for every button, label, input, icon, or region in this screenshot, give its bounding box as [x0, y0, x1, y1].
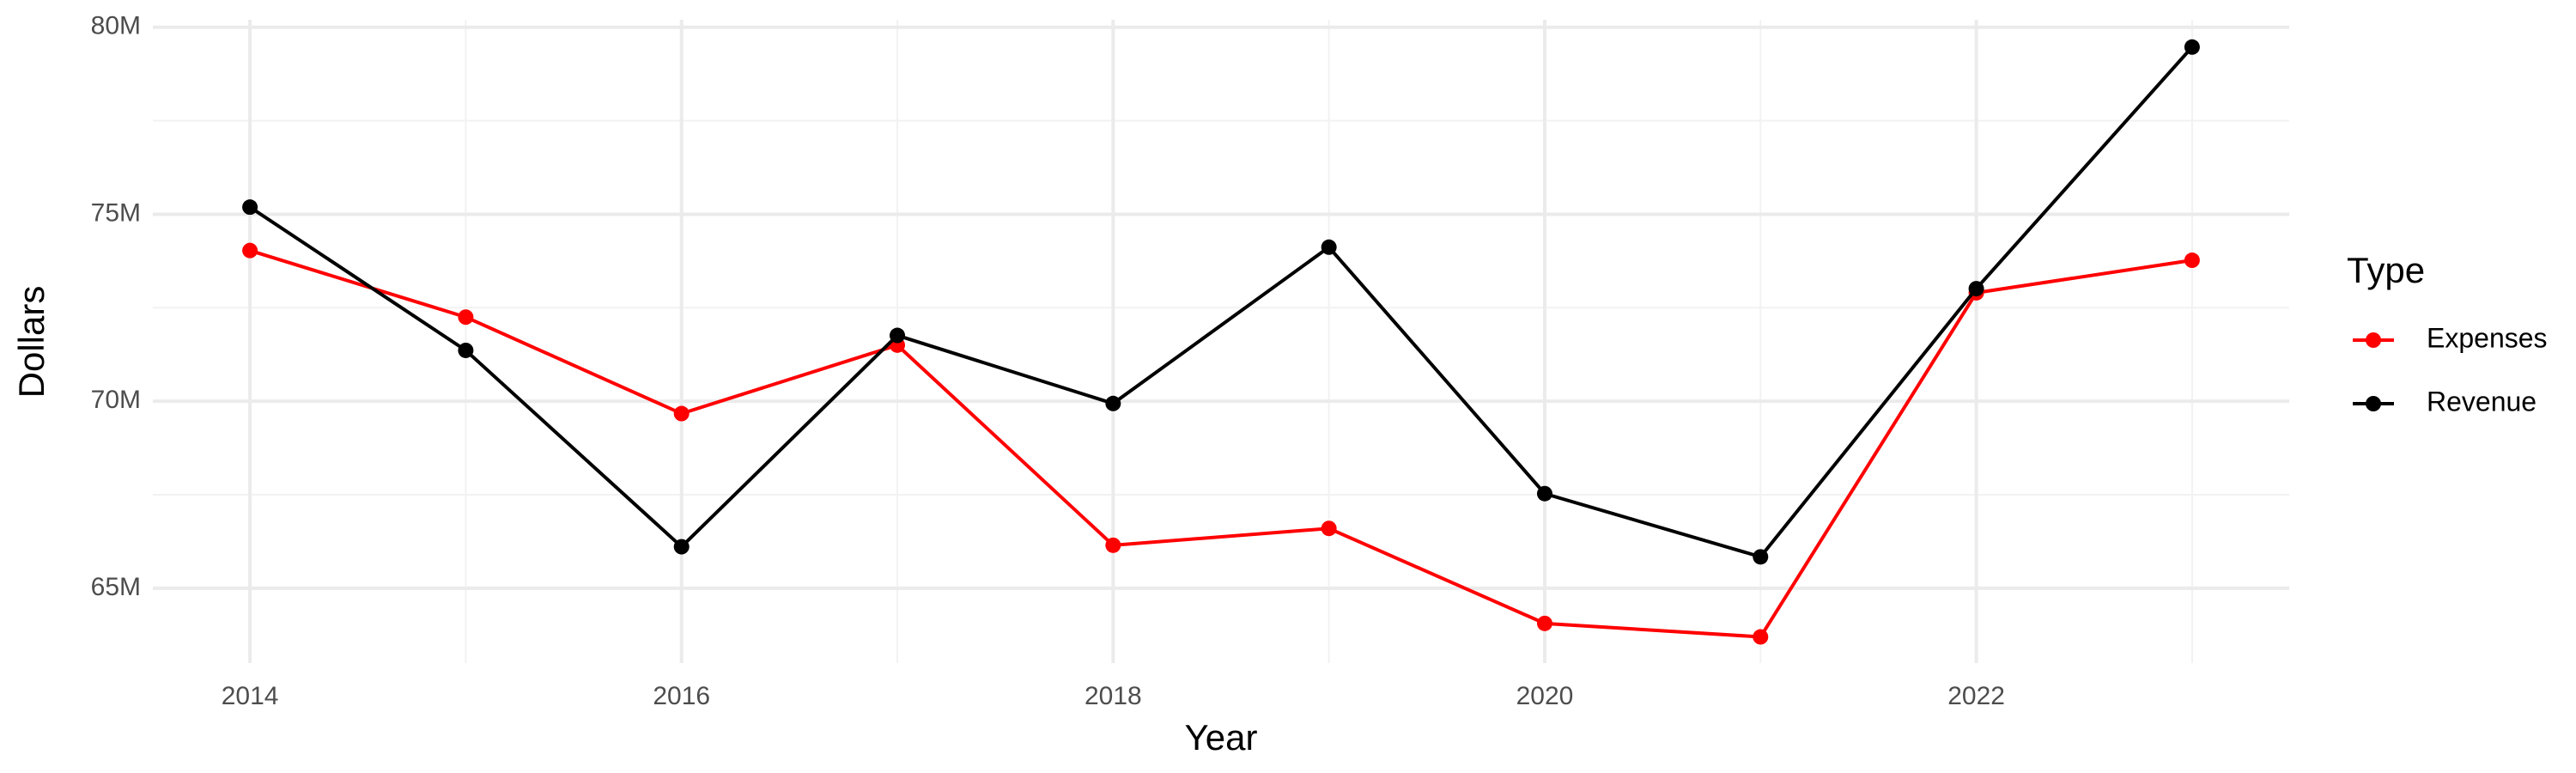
- data-point: [890, 327, 906, 344]
- data-point: [1536, 485, 1552, 502]
- data-point: [242, 199, 258, 216]
- x-tick-label: 2014: [222, 682, 279, 710]
- y-tick-label: 65M: [91, 573, 141, 601]
- y-tick-label: 80M: [91, 12, 141, 40]
- data-point: [1321, 239, 1337, 255]
- y-axis-title: Dollars: [11, 286, 52, 399]
- data-point: [242, 242, 258, 259]
- x-axis-title: Year: [1185, 717, 1258, 758]
- legend-key-point: [2366, 396, 2381, 411]
- data-point: [458, 342, 474, 358]
- x-tick-label: 2016: [653, 682, 710, 710]
- series-line: [249, 248, 2193, 639]
- x-tick-label: 2020: [1516, 682, 1574, 710]
- data-point: [1321, 520, 1337, 537]
- data-point: [1753, 549, 1769, 565]
- data-point: [2184, 253, 2200, 269]
- legend-key-point: [2366, 332, 2381, 348]
- data-point: [1753, 629, 1769, 645]
- data-point: [1105, 395, 1121, 411]
- data-point: [673, 405, 690, 422]
- y-tick-label: 70M: [91, 386, 141, 414]
- data-point: [673, 539, 690, 555]
- x-tick-label: 2022: [1947, 682, 2005, 710]
- data-point: [1105, 537, 1121, 553]
- legend-label: Expenses: [2427, 322, 2548, 353]
- data-point: [1968, 281, 1984, 297]
- data-point: [2184, 39, 2200, 55]
- legend-label: Revenue: [2427, 386, 2537, 417]
- legend-title: Type: [2347, 250, 2425, 290]
- data-point: [1536, 615, 1552, 631]
- data-point: [458, 309, 474, 326]
- x-tick-label: 2018: [1084, 682, 1142, 710]
- series-line: [248, 46, 2194, 559]
- y-tick-label: 75M: [91, 198, 141, 227]
